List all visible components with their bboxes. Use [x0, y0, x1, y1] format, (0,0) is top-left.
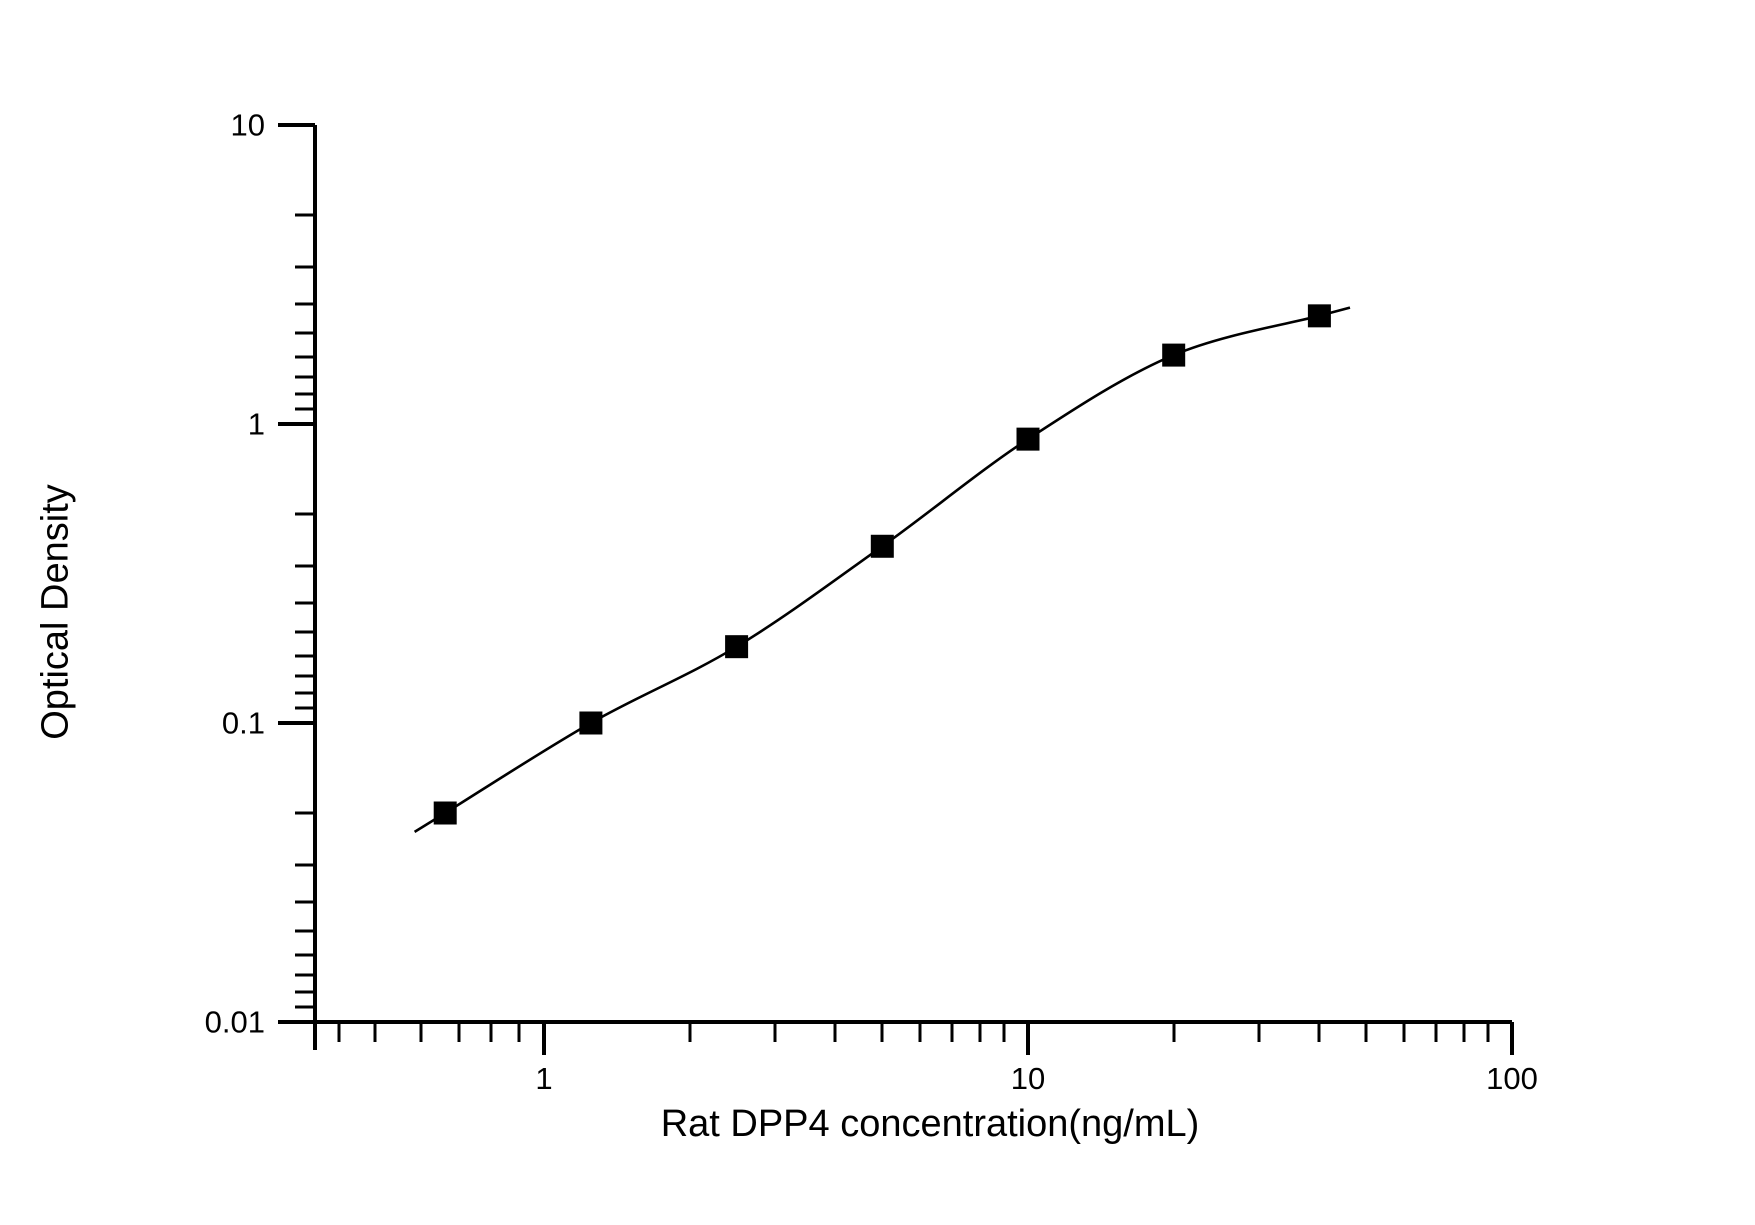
y-tick-label-0.01: 0.01 [204, 1004, 265, 1040]
y-tick-label-0.1: 0.1 [221, 705, 265, 741]
data-point [579, 711, 603, 735]
data-point [1162, 343, 1186, 367]
y-tick-label-1: 1 [247, 406, 265, 442]
x-axis-title: Rat DPP4 concentration(ng/mL) [660, 1103, 1200, 1145]
y-axis-ticks [278, 123, 315, 1024]
fit-curve [413, 306, 1351, 834]
data-point [1307, 304, 1331, 328]
axis-spines [278, 125, 1512, 1050]
data-point [433, 801, 457, 825]
y-axis-title: Optical Density [34, 484, 77, 740]
x-axis-ticks [337, 1022, 1514, 1055]
y-tick-label-10: 10 [230, 107, 265, 143]
data-point-markers [433, 304, 1331, 825]
data-point [725, 635, 749, 659]
x-tick-label-100: 100 [1486, 1061, 1538, 1096]
x-tick-label-10: 10 [1010, 1061, 1046, 1096]
data-point [1016, 427, 1040, 451]
data-point [870, 534, 894, 558]
x-tick-label-1: 1 [535, 1061, 553, 1096]
